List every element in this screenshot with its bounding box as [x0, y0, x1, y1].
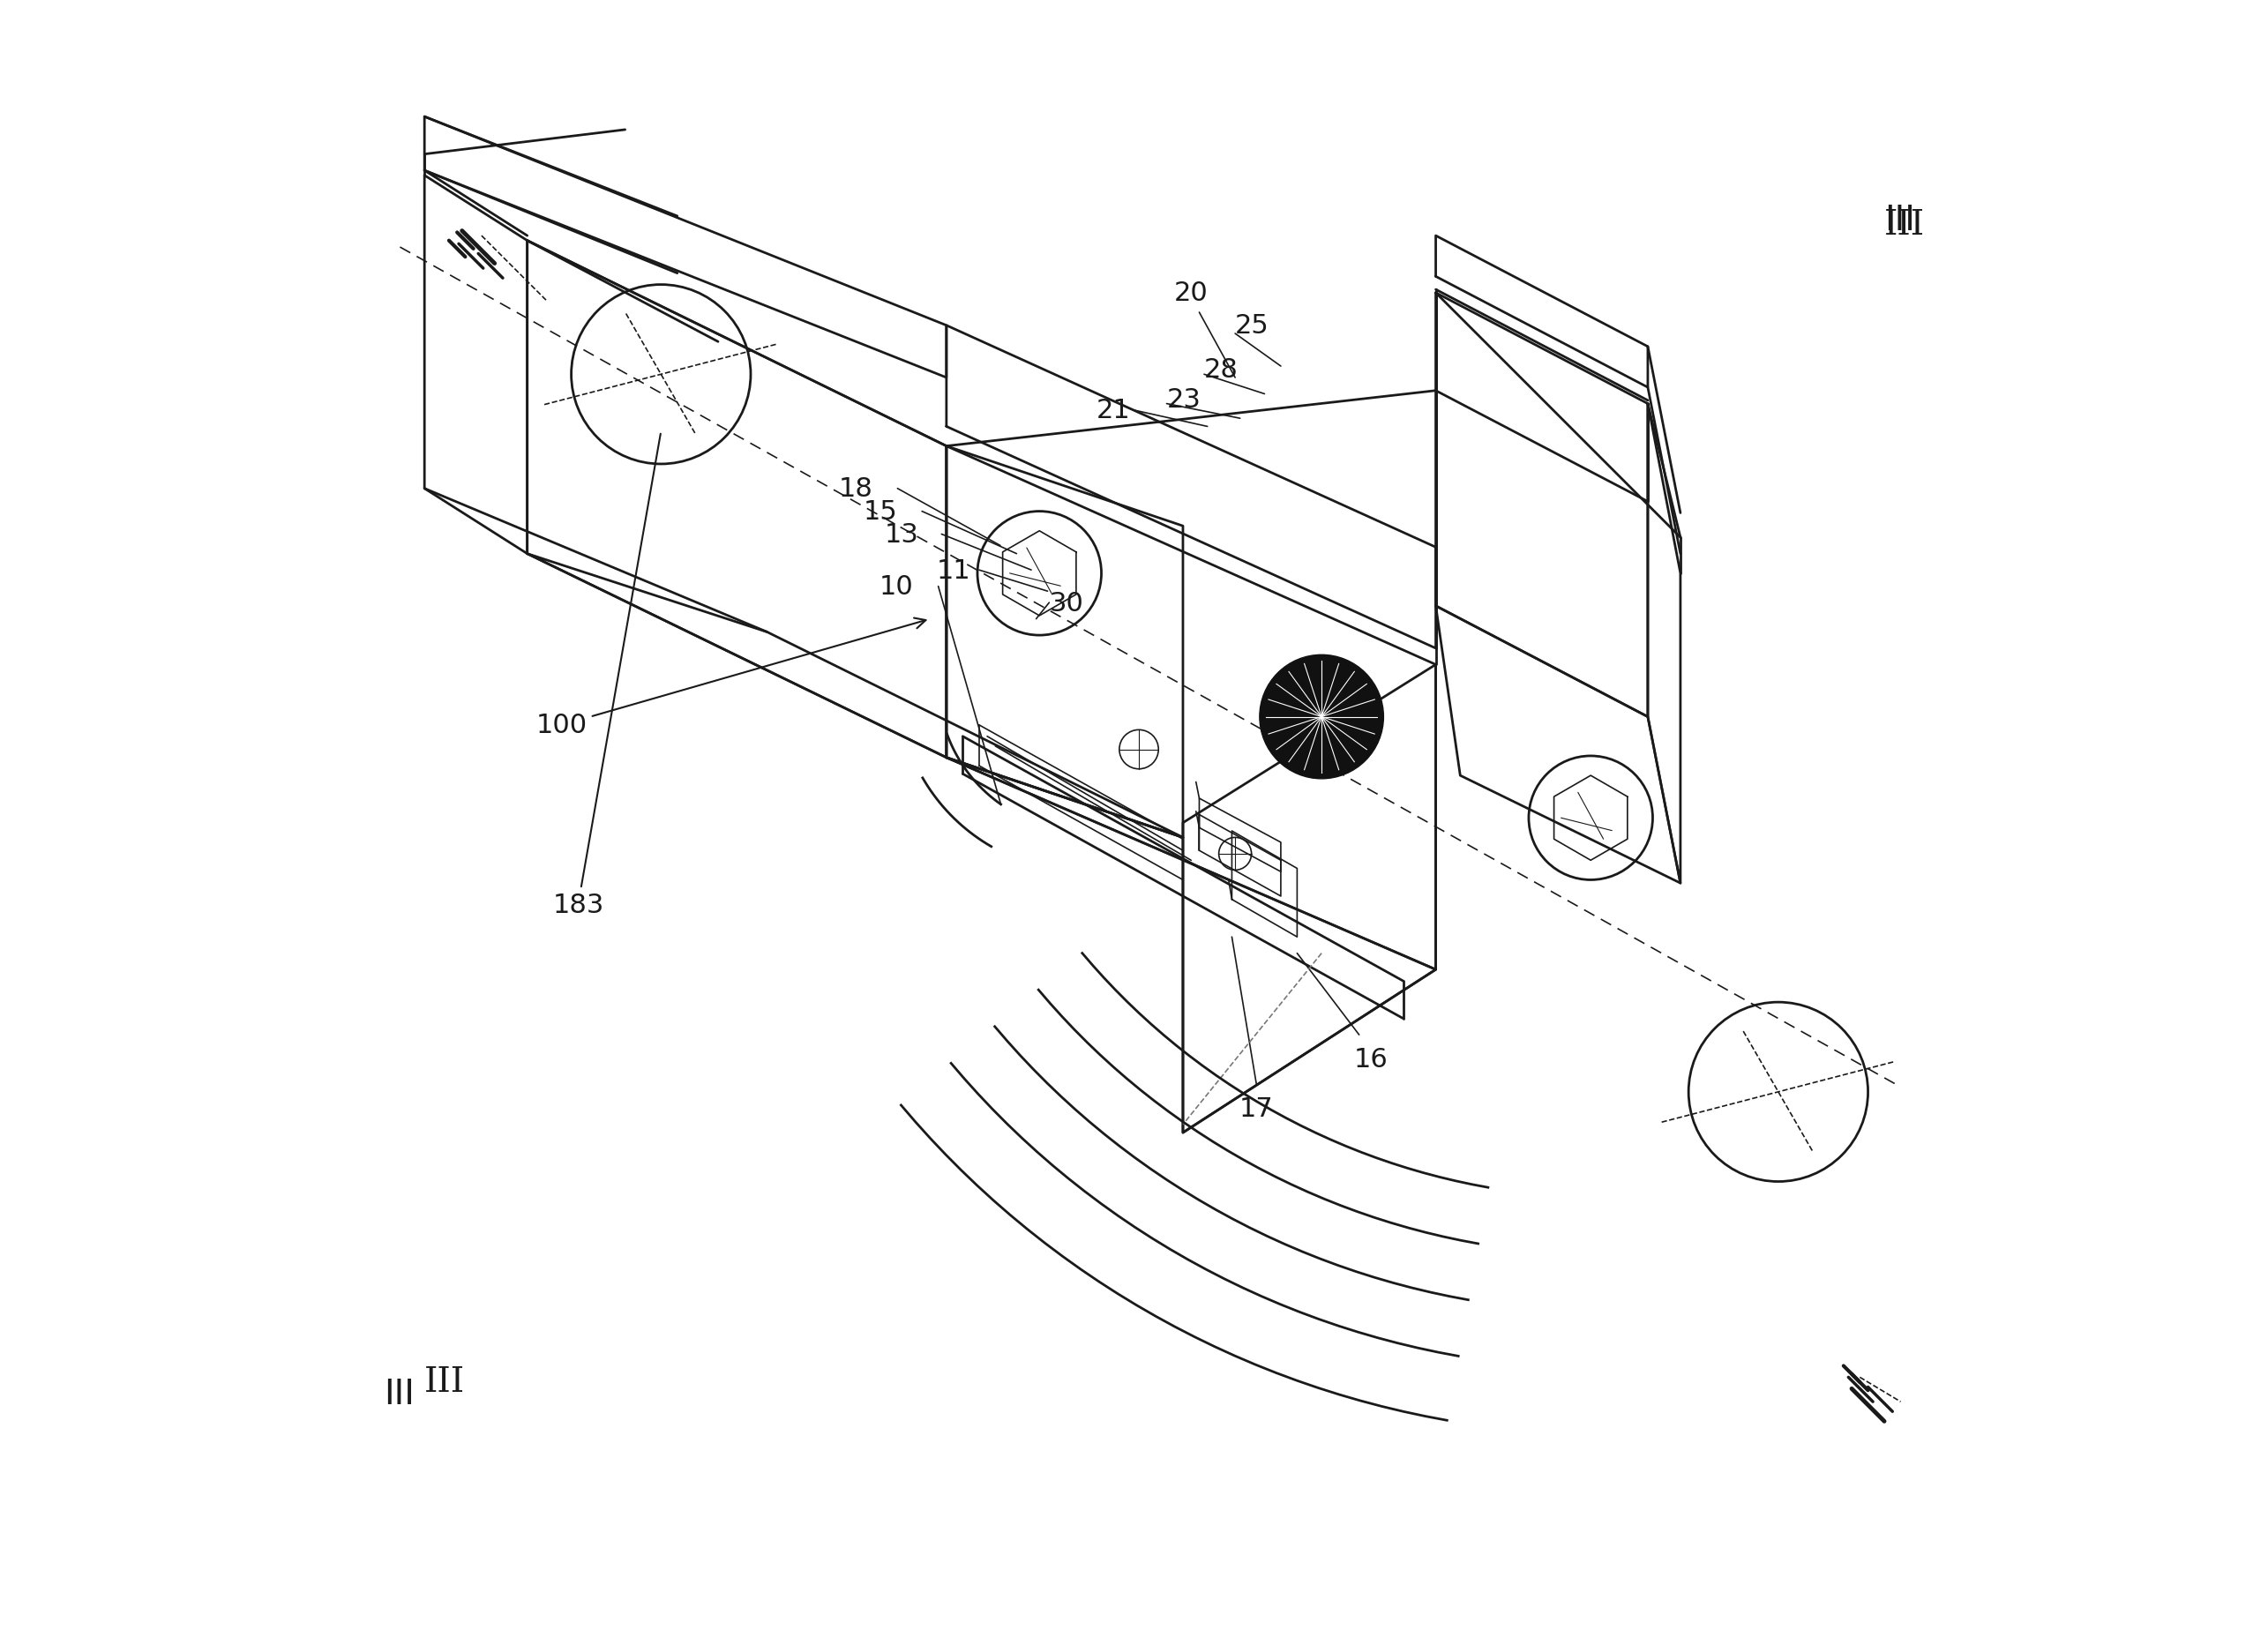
- Text: 20: 20: [1175, 280, 1209, 306]
- Text: III: III: [1885, 204, 1914, 236]
- Text: 16: 16: [1354, 1046, 1388, 1073]
- Text: 17: 17: [1238, 1095, 1272, 1121]
- Text: 100: 100: [535, 618, 925, 738]
- Text: 15: 15: [864, 499, 898, 525]
- Text: 183: 183: [553, 434, 660, 918]
- Text: 11: 11: [937, 557, 971, 584]
- Text: 25: 25: [1236, 313, 1270, 339]
- Text: 18: 18: [839, 476, 873, 502]
- Text: 10: 10: [880, 574, 914, 600]
- Text: 30: 30: [1050, 590, 1084, 616]
- Circle shape: [1259, 655, 1383, 779]
- Text: III: III: [424, 1366, 465, 1399]
- Text: 21: 21: [1095, 398, 1132, 424]
- Text: III: III: [1885, 209, 1926, 241]
- Text: 28: 28: [1204, 357, 1238, 383]
- Text: 23: 23: [1166, 386, 1202, 412]
- Text: III: III: [383, 1377, 415, 1410]
- Text: 13: 13: [885, 522, 919, 548]
